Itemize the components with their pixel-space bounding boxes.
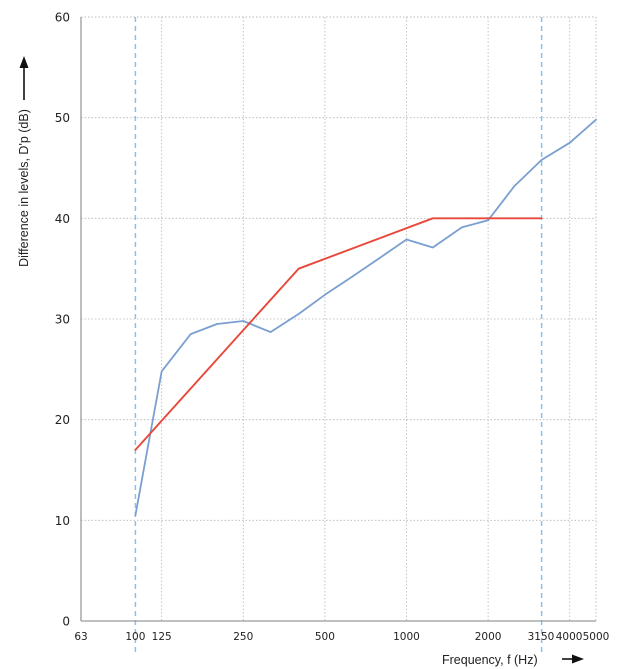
reference-lines [134,17,543,655]
x-tick-label: 1000 [393,631,420,643]
x-tick-label: 2000 [475,631,502,643]
y-tick-label: 0 [62,615,70,629]
tick-labels: 0 10 20 30 40 50 60 63 100 125 250 500 1000 2000 3150 4… [55,11,610,644]
y-tick-label: 60 [55,11,70,25]
x-tick-label: 5000 [583,631,610,643]
x-tick-label: 250 [233,631,253,643]
x-tick-label: 4000 [556,631,583,643]
y-tick-label: 30 [55,313,70,327]
x-axis-title: Frequency, f (Hz) [442,653,538,667]
y-tick-label: 10 [55,514,70,528]
x-tick-label: 125 [152,631,172,643]
grid [81,16,596,621]
series-line-measured [134,118,597,517]
x-tick-label: 500 [315,631,335,643]
x-tick-label: 100 [125,631,145,643]
y-axis-arrow [19,56,29,100]
series [134,118,597,517]
y-tick-label: 20 [55,413,70,427]
axes [80,16,597,622]
y-tick-label: 50 [55,111,70,125]
x-tick-label: 63 [74,631,87,643]
series-line-reference [134,217,543,451]
y-tick-label: 40 [55,212,70,226]
x-tick-label: 3150 [528,631,555,643]
x-axis-arrow [562,654,584,664]
y-axis-title: Difference in levels, D'p (dB) [17,109,31,267]
